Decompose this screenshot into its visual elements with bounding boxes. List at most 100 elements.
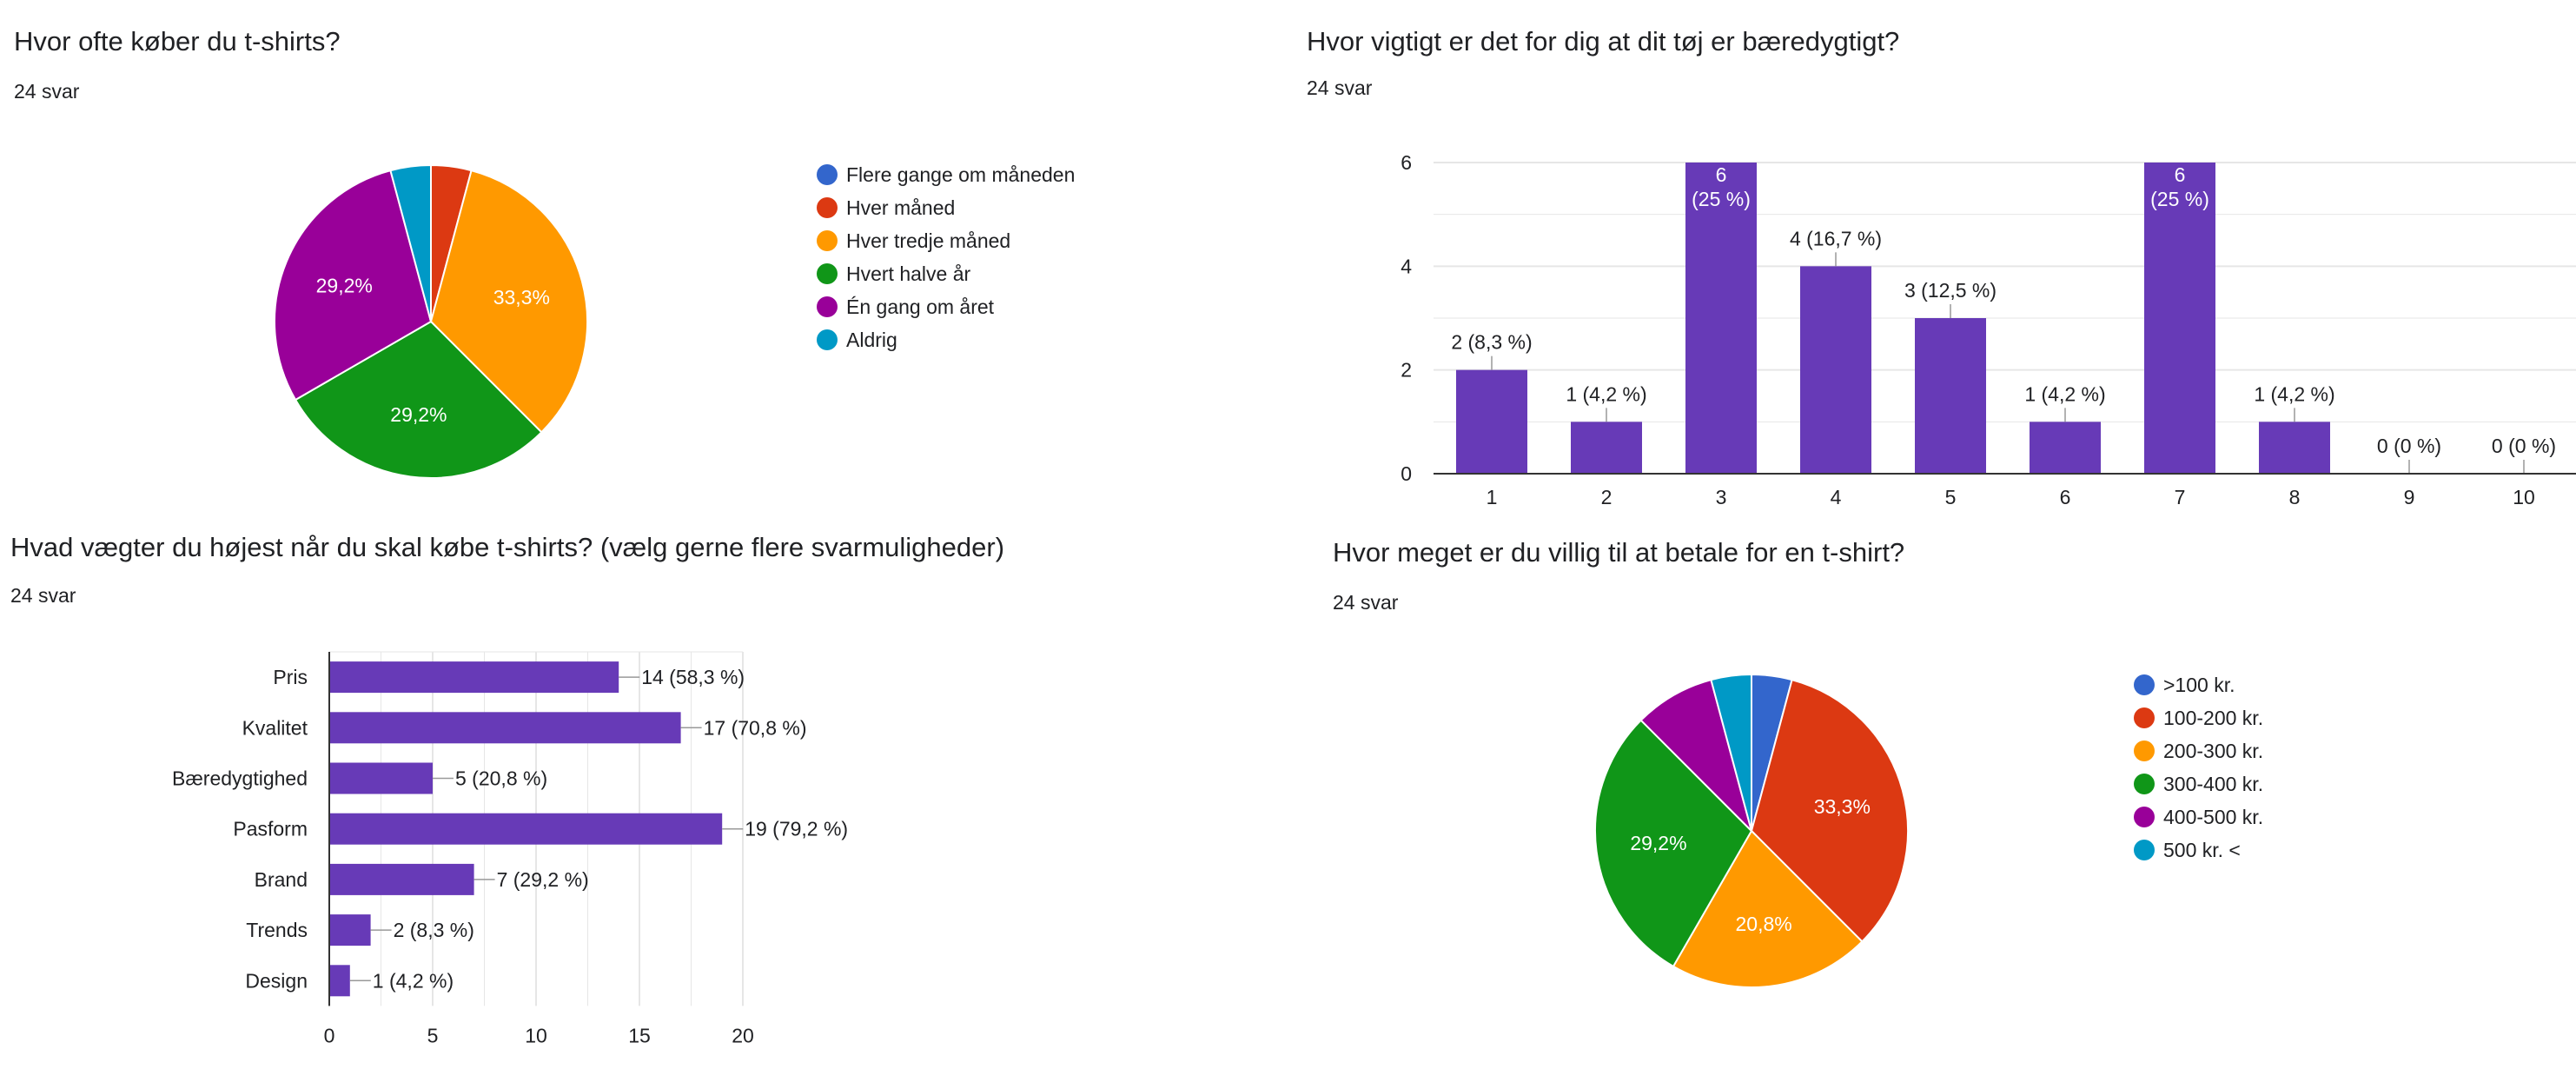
legend-item: Hver tredje måned: [817, 224, 1075, 257]
pie-chart-frequency: 33,3% 29,2% 29,2%: [274, 163, 588, 479]
pie-slice: [1672, 829, 1864, 988]
data-label: 5 (20,8 %): [455, 767, 547, 790]
slice-label: 20,8%: [1735, 913, 1791, 935]
bar: [329, 712, 681, 744]
chart-title: Hvor meget er du villig til at betale fo…: [1333, 537, 1905, 568]
legend-swatch: [817, 263, 838, 284]
x-tick-label: 1: [1487, 486, 1498, 508]
data-label: 1 (4,2 %): [2024, 382, 2105, 405]
bar: [1915, 318, 1986, 474]
x-tick-label: 5: [427, 1024, 439, 1046]
legend-label: >100 kr.: [2163, 673, 2235, 696]
slice-label: 33,3%: [493, 286, 550, 309]
bar: [1800, 266, 1871, 474]
response-count: 24 svar: [14, 80, 80, 103]
data-label: 0 (0 %): [2377, 435, 2441, 457]
y-tick-label: Brand: [255, 868, 308, 891]
chart-title: Hvor vigtigt er det for dig at dit tøj e…: [1307, 26, 1900, 56]
bar: [329, 863, 474, 895]
x-tick-label: 7: [2175, 486, 2186, 508]
bar: [329, 661, 619, 694]
bar-chart-sustainability: 0 2 4 6 2 (8,3 %) 1 1 (4,2 %) 2 6 (25 %) 3 4 (16,7 …: [1401, 151, 2576, 508]
x-tick-label: 2: [1601, 486, 1612, 508]
legend-item: 500 kr. <: [2134, 834, 2263, 867]
legend-label: Hvert halve år: [846, 262, 971, 285]
data-label: 6 (25 %): [2150, 163, 2209, 210]
legend-item: 400-500 kr.: [2134, 800, 2263, 834]
legend-swatch: [2134, 807, 2155, 827]
x-tick-label: 5: [1945, 486, 1957, 508]
x-tick-label: 10: [2513, 486, 2535, 508]
response-count: 24 svar: [10, 584, 76, 607]
legend-swatch: [817, 197, 838, 218]
x-tick-label: 4: [1831, 486, 1842, 508]
pie-slice: [1710, 673, 1752, 832]
response-count: 24 svar: [1333, 591, 1399, 614]
legend-item: 300-400 kr.: [2134, 767, 2263, 800]
pie-slice: [1594, 719, 1753, 968]
bar: [1456, 369, 1527, 474]
data-label: 19 (79,2 %): [745, 818, 848, 840]
x-tick-label: 20: [732, 1024, 754, 1046]
legend-swatch: [817, 329, 838, 350]
y-tick-label: Design: [245, 969, 308, 992]
bar: [1571, 422, 1642, 474]
data-label: 1 (4,2 %): [373, 969, 454, 992]
legend-swatch: [817, 164, 838, 185]
legend-label: Flere gange om måneden: [846, 163, 1076, 186]
data-label: 4 (16,7 %): [1790, 227, 1882, 249]
data-label: 1 (4,2 %): [2254, 382, 2334, 405]
chart-title: Hvad vægter du højest når du skal købe t…: [10, 532, 1005, 562]
legend-item: Hver måned: [817, 191, 1075, 224]
legend-item: Flere gange om måneden: [817, 158, 1075, 191]
x-tick-label: 3: [1716, 486, 1727, 508]
x-tick-label: 6: [2060, 486, 2071, 508]
x-tick-label: 10: [525, 1024, 547, 1046]
slice-label: 33,3%: [1814, 795, 1871, 818]
pie-slice: [429, 169, 588, 434]
legend-label: Hver måned: [846, 196, 956, 219]
pie-slice: [294, 320, 543, 479]
y-tick-label: Pasform: [233, 818, 308, 840]
data-label: 14 (58,3 %): [641, 666, 745, 688]
y-tick-label: 0: [1401, 462, 1412, 485]
bar: [329, 965, 350, 997]
data-label: 2 (8,3 %): [1451, 331, 1532, 354]
bar: [329, 914, 371, 946]
pie-slice: [389, 163, 432, 322]
legend-item: Én gang om året: [817, 290, 1075, 323]
pie-slice: [274, 169, 433, 402]
data-label: 7 (29,2 %): [497, 868, 589, 891]
legend-item: 100-200 kr.: [2134, 701, 2263, 734]
y-tick-label: 2: [1401, 359, 1412, 382]
legend-swatch: [817, 296, 838, 317]
legend-label: Aldrig: [846, 328, 897, 351]
horizontal-bar-chart-priorities: 0 5 10 15 20 14 (58,3 %) Pris 17 (70,8 %) Kvalit…: [172, 651, 848, 1046]
slice-label: 29,2%: [316, 275, 373, 297]
x-tick-label: 8: [2289, 486, 2301, 508]
legend-price: >100 kr. 100-200 kr. 200-300 kr. 300-400 kr…: [2134, 668, 2263, 867]
bar: [329, 762, 433, 794]
response-count: 24 svar: [1307, 76, 1373, 99]
data-label: 3 (12,5 %): [1904, 279, 1997, 302]
legend-swatch: [2134, 774, 2155, 794]
data-label: 0 (0 %): [2492, 435, 2556, 457]
legend-swatch: [2134, 840, 2155, 860]
bar: [2259, 422, 2330, 474]
x-tick-label: 0: [324, 1024, 335, 1046]
legend-swatch: [2134, 707, 2155, 728]
legend-swatch: [2134, 741, 2155, 761]
x-tick-label: 15: [628, 1024, 651, 1046]
slice-label: 29,2%: [390, 403, 447, 426]
y-tick-label: Bæredygtighed: [172, 767, 308, 790]
x-tick-label: 9: [2404, 486, 2415, 508]
bar: [2144, 163, 2215, 474]
y-tick-label: Pris: [273, 666, 308, 688]
legend-label: 300-400 kr.: [2163, 772, 2264, 795]
y-tick-label: Trends: [246, 919, 308, 941]
legend-item: Hvert halve år: [817, 257, 1075, 290]
legend-label: 200-300 kr.: [2163, 739, 2264, 762]
legend-item: 200-300 kr.: [2134, 734, 2263, 767]
y-tick-label: 6: [1401, 151, 1412, 174]
legend-label: Én gang om året: [846, 295, 995, 318]
